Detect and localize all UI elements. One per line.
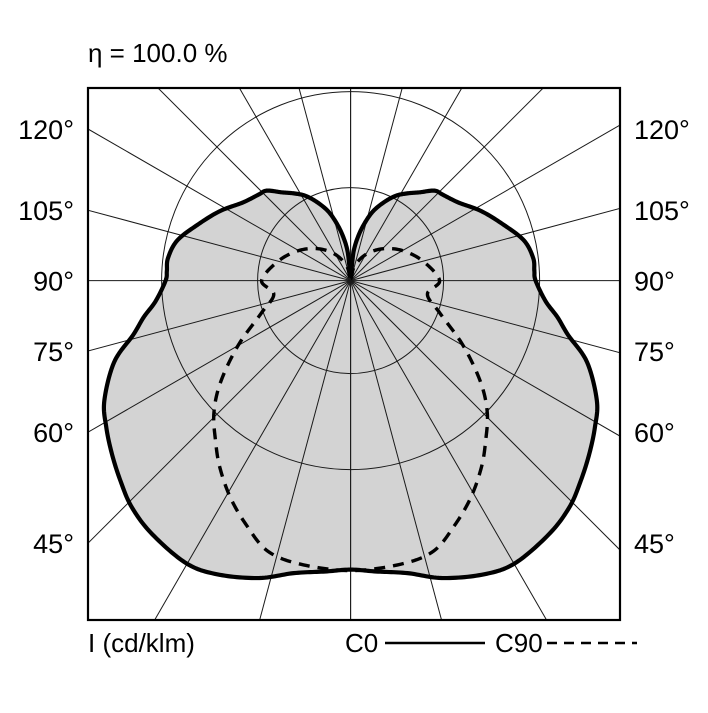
svg-text:60°: 60° (634, 418, 675, 448)
svg-text:90°: 90° (634, 267, 675, 297)
svg-text:C0: C0 (345, 628, 378, 658)
svg-text:75°: 75° (634, 337, 675, 367)
svg-text:120°: 120° (634, 115, 690, 145)
svg-text:45°: 45° (634, 529, 675, 559)
svg-text:105°: 105° (18, 196, 74, 226)
svg-text:45°: 45° (33, 529, 74, 559)
svg-text:105°: 105° (634, 196, 690, 226)
svg-text:60°: 60° (33, 418, 74, 448)
svg-text:75°: 75° (33, 337, 74, 367)
svg-text:90°: 90° (33, 267, 74, 297)
svg-text:C90: C90 (495, 628, 543, 658)
svg-text:120°: 120° (18, 115, 74, 145)
svg-text:η = 100.0 %: η = 100.0 % (88, 38, 228, 68)
svg-text:I (cd/klm): I (cd/klm) (88, 628, 195, 658)
